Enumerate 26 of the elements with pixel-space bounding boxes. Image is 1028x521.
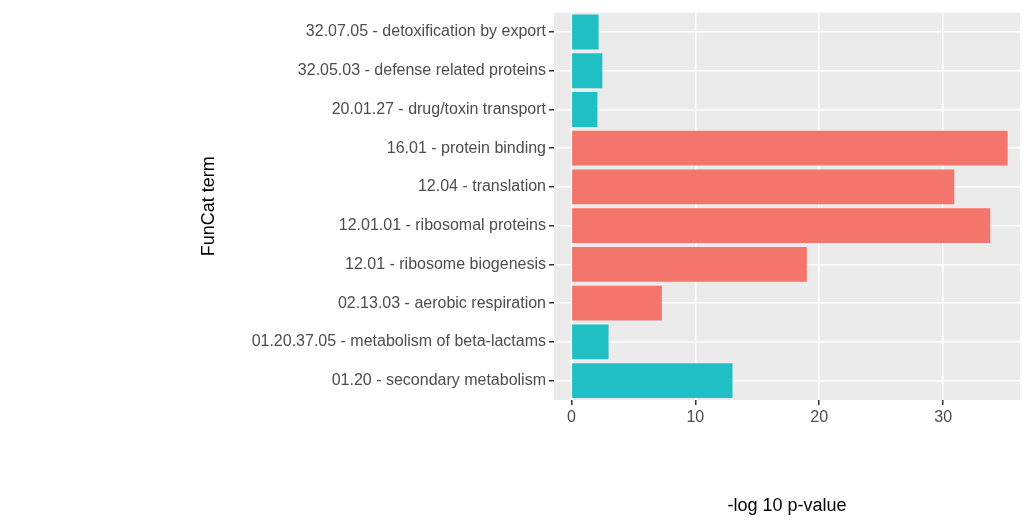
x-tick-label: 30	[934, 408, 953, 426]
bar	[572, 14, 599, 50]
y-tick-label: 16.01 - protein binding	[386, 138, 546, 156]
y-tick-label: 01.20.37.05 - metabolism of beta-lactams	[251, 332, 546, 350]
y-tick-label: 12.01.01 - ribosomal proteins	[338, 216, 546, 234]
y-tick-label: 32.05.03 - defense related proteins	[297, 61, 546, 79]
x-tick-label: 20	[810, 408, 829, 426]
y-tick-label: 20.01.27 - drug/toxin transport	[331, 99, 547, 117]
y-tick-label: 32.07.05 - detoxification by export	[305, 22, 547, 40]
y-tick-label: 12.01 - ribosome biogenesis	[344, 254, 546, 272]
y-tick-label: 12.04 - translation	[417, 177, 546, 195]
y-tick-label: 01.20 - secondary metabolism	[331, 371, 546, 389]
bar	[572, 285, 662, 321]
x-tick-label: 0	[566, 408, 576, 426]
bar	[572, 208, 991, 244]
bar	[572, 324, 609, 360]
x-axis-title: -log 10 p-value	[727, 495, 847, 516]
bar	[572, 130, 1008, 166]
bar	[572, 53, 603, 89]
bar	[572, 169, 955, 205]
bar	[572, 363, 733, 399]
y-tick-label: 02.13.03 - aerobic respiration	[337, 293, 546, 311]
x-tick-label: 10	[686, 408, 705, 426]
y-axis-title: FunCat term	[197, 156, 218, 257]
bar	[572, 246, 807, 282]
bar	[572, 92, 598, 127]
